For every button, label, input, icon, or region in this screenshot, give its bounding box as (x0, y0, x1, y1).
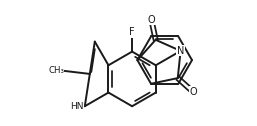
Text: CH₃: CH₃ (48, 66, 64, 75)
Text: F: F (129, 27, 135, 37)
Text: O: O (148, 15, 155, 25)
Text: HN: HN (70, 102, 84, 111)
Text: O: O (189, 87, 197, 97)
Text: N: N (177, 46, 184, 56)
